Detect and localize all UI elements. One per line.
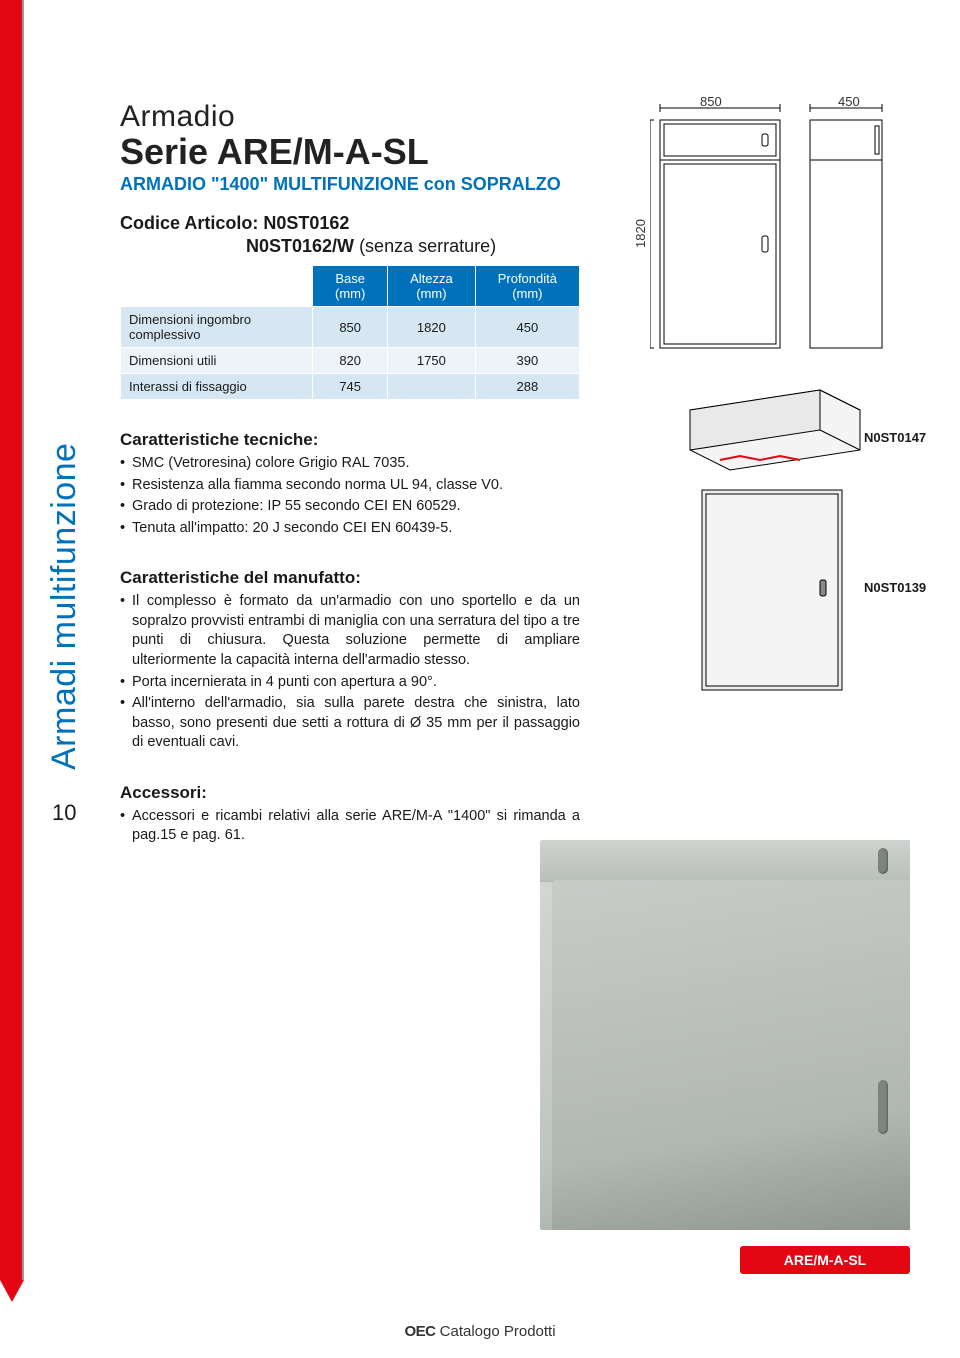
td-val — [388, 374, 476, 400]
exploded-svg — [650, 380, 890, 700]
left-red-strip — [0, 0, 24, 1280]
td-val: 450 — [475, 307, 579, 348]
table-row: Interassi di fissaggio 745 288 — [121, 374, 580, 400]
table-row: Dimensioni utili 820 1750 390 — [121, 348, 580, 374]
td-label: Interassi di fissaggio — [121, 374, 313, 400]
tech-item: SMC (Vetroresina) colore Grigio RAL 7035… — [120, 454, 580, 474]
photo-sopralzo — [540, 840, 910, 882]
td-val: 1750 — [388, 348, 476, 374]
handle-icon — [878, 1080, 888, 1134]
top-line-drawings: 850 450 1820 — [650, 96, 910, 359]
page-footer: OEC Catalogo Prodotti — [0, 1323, 960, 1358]
article-code2-paren: (senza serrature) — [359, 236, 496, 256]
manuf-item: Porta incernierata in 4 punti con apertu… — [120, 673, 580, 693]
article-label: Codice Articolo: — [120, 213, 258, 233]
page-number: 10 — [52, 800, 76, 826]
access-heading: Accessori: — [120, 783, 920, 803]
article-code2: N0ST0162/W — [246, 236, 354, 256]
left-red-strip-tip — [0, 1280, 24, 1302]
table-header-row: Base (mm) Altezza (mm) Profondità (mm) — [121, 266, 580, 307]
td-label: Dimensioni utili — [121, 348, 313, 374]
annot-top-part: N0ST0147 — [864, 430, 926, 445]
dim-front-width: 850 — [700, 94, 722, 109]
tech-body: SMC (Vetroresina) colore Grigio RAL 7035… — [120, 454, 580, 538]
annot-bottom-part: N0ST0139 — [864, 580, 926, 595]
sidebar-category-label: Armadi multifunzione — [45, 443, 84, 770]
footer-text: Catalogo Prodotti — [440, 1323, 556, 1340]
tech-item: Grado di protezione: IP 55 secondo CEI E… — [120, 497, 580, 517]
th-base: Base (mm) — [313, 266, 388, 307]
th-profondita: Profondità (mm) — [475, 266, 579, 307]
dimensions-table: Base (mm) Altezza (mm) Profondità (mm) D… — [120, 265, 580, 400]
dim-height: 1820 — [633, 219, 648, 248]
th-altezza: Altezza (mm) — [388, 266, 476, 307]
td-val: 1820 — [388, 307, 476, 348]
td-val: 288 — [475, 374, 579, 400]
product-photo — [540, 840, 910, 1230]
td-val: 745 — [313, 374, 388, 400]
front-side-elevation-svg — [650, 96, 910, 356]
article-code1: N0ST0162 — [263, 213, 349, 233]
td-val: 390 — [475, 348, 579, 374]
th-empty — [121, 266, 313, 307]
footer-brand: OEC — [404, 1323, 435, 1340]
manuf-item: All'interno dell'armadio, sia sulla pare… — [120, 694, 580, 753]
manuf-item: Il complesso è formato da un'armadio con… — [120, 592, 580, 670]
photo-main-body — [552, 880, 910, 1230]
dim-side-width: 450 — [838, 94, 860, 109]
exploded-view: N0ST0147 N0ST0139 — [650, 380, 890, 700]
tech-item: Tenuta all'impatto: 20 J secondo CEI EN … — [120, 519, 580, 539]
manuf-body: Il complesso è formato da un'armadio con… — [120, 592, 580, 753]
access-body: Accessori e ricambi relativi alla serie … — [120, 807, 580, 846]
access-item: Accessori e ricambi relativi alla serie … — [120, 807, 580, 846]
td-val: 850 — [313, 307, 388, 348]
tech-item: Resistenza alla fiamma secondo norma UL … — [120, 476, 580, 496]
table-row: Dimensioni ingombro complessivo 850 1820… — [121, 307, 580, 348]
td-label: Dimensioni ingombro complessivo — [121, 307, 313, 348]
td-val: 820 — [313, 348, 388, 374]
product-series-tag: ARE/M-A-SL — [740, 1246, 910, 1274]
handle-icon — [878, 848, 888, 874]
